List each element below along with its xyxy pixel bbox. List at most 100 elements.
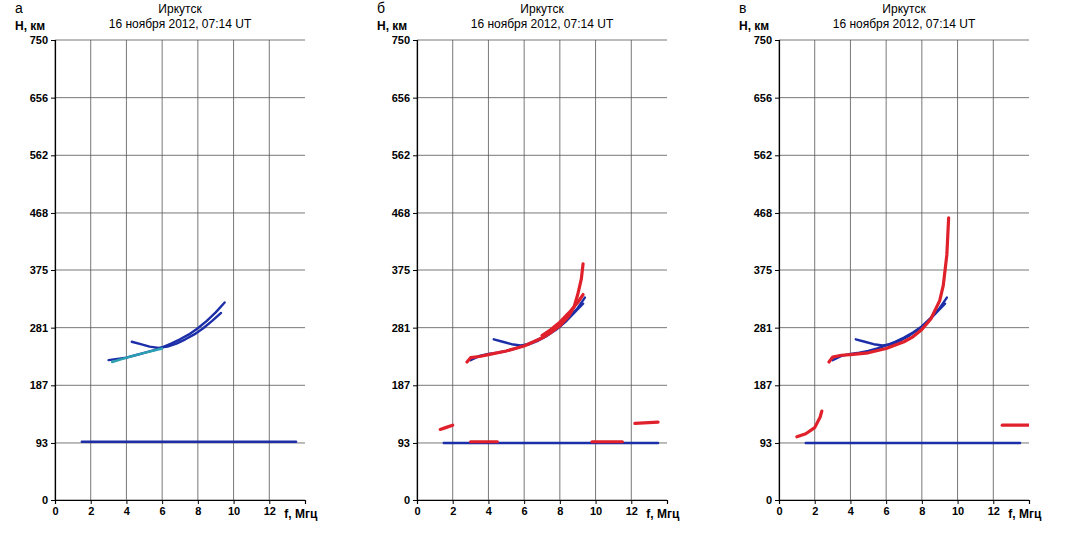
y-tick-label: 562 [392,149,410,161]
y-tick-mark [413,40,417,41]
grid-line-y [55,155,305,156]
trace-line [833,298,947,361]
y-tick: 656 [754,92,779,104]
y-tick-label: 0 [404,494,410,506]
grid-line-y [417,442,667,443]
x-tick: 8 [557,500,563,517]
trace-line [112,349,162,362]
y-tick: 281 [754,322,779,334]
y-tick-label: 562 [754,149,772,161]
y-tick-mark [413,98,417,99]
x-tick: 0 [52,500,58,517]
y-tick-mark [775,385,779,386]
x-tick-mark [560,500,561,504]
subtitle: 16 ноября 2012, 07:14 UT [471,17,614,31]
y-tick-label: 375 [30,264,48,276]
y-tick-label: 375 [392,264,410,276]
y-tick: 468 [392,207,417,219]
y-tick-mark [51,328,55,329]
y-tick-label: 468 [754,207,772,219]
x-tick: 8 [195,500,201,517]
grid [417,40,667,500]
x-tick-label: 0 [414,505,420,517]
grid-line-y [55,442,305,443]
x-tick-mark [815,500,816,504]
grid-line-y [779,155,1029,156]
x-tick-label: 4 [486,505,493,517]
x-tick-mark [269,500,270,504]
trace-line [109,303,225,361]
grid-line-y [417,155,667,156]
x-tick-label: 0 [776,505,782,517]
x-tick: 6 [160,500,166,517]
grid-line-y [779,212,1029,213]
x-tick-mark [958,500,959,504]
grid-line-y [417,212,667,213]
x-tick: 12 [626,500,638,517]
y-tick: 468 [754,207,779,219]
x-tick: 6 [522,500,528,517]
y-tick-mark [51,155,55,156]
y-tick-mark [775,328,779,329]
trace-line [542,295,583,336]
x-axis-line [56,501,306,505]
y-tick: 468 [30,207,55,219]
x-tick: 4 [124,500,131,517]
y-tick-label: 750 [392,34,410,46]
y-tick: 93 [398,437,417,449]
y-tick-label: 187 [754,379,772,391]
grid-line-y [417,97,667,98]
x-tick-mark [596,500,597,504]
x-tick-label: 12 [264,505,276,517]
y-tick: 93 [36,437,55,449]
y-tick: 187 [754,379,779,391]
x-tick: 8 [919,500,925,517]
x-tick-label: 4 [848,505,855,517]
y-tick-mark [775,213,779,214]
grid-line-y [779,97,1029,98]
x-tick-label: 4 [124,505,131,517]
y-axis: 093187281375468562656750 [392,34,418,506]
x-tick-label: 2 [812,505,818,517]
x-tick-label: 10 [228,505,240,517]
y-tick: 562 [754,149,779,161]
x-tick-mark [524,500,525,504]
grid-line-y [55,40,305,41]
x-tick-label: 6 [160,505,166,517]
trace-line [471,298,585,361]
y-tick: 0 [766,494,779,506]
x-tick-mark [126,500,127,504]
x-axis-title: f, Мгц [284,507,318,521]
grid-line-y [55,270,305,271]
x-tick-label: 10 [952,505,964,517]
trace-line [467,264,583,362]
y-tick: 281 [392,322,417,334]
x-tick: 12 [988,500,1000,517]
y-tick-mark [775,443,779,444]
y-tick: 281 [30,322,55,334]
y-tick-mark [775,40,779,41]
x-tick-label: 2 [88,505,94,517]
y-tick-label: 656 [30,92,48,104]
x-tick-mark [631,500,632,504]
grid-line-y [55,97,305,98]
x-axis-line [780,501,1030,505]
traces [82,303,296,442]
y-tick-mark [413,270,417,271]
x-axis: 024681012 [414,500,667,517]
x-tick-label: 8 [919,505,925,517]
x-axis-title: f, Мгц [646,507,680,521]
plot: 024681012093187281375468562656750Иркутск… [377,0,680,521]
x-tick-label: 6 [522,505,528,517]
y-tick-mark [775,98,779,99]
x-tick: 0 [414,500,420,517]
y-axis-title: Н, км [15,19,45,33]
y-tick: 375 [392,264,417,276]
title: Иркутск [882,2,926,16]
subtitle: 16 ноября 2012, 07:14 UT [109,17,252,31]
y-tick: 187 [392,379,417,391]
panel: 024681012093187281375468562656750Иркутск… [377,0,680,521]
y-tick: 750 [392,34,417,46]
x-tick-mark [198,500,199,504]
y-tick-mark [51,213,55,214]
